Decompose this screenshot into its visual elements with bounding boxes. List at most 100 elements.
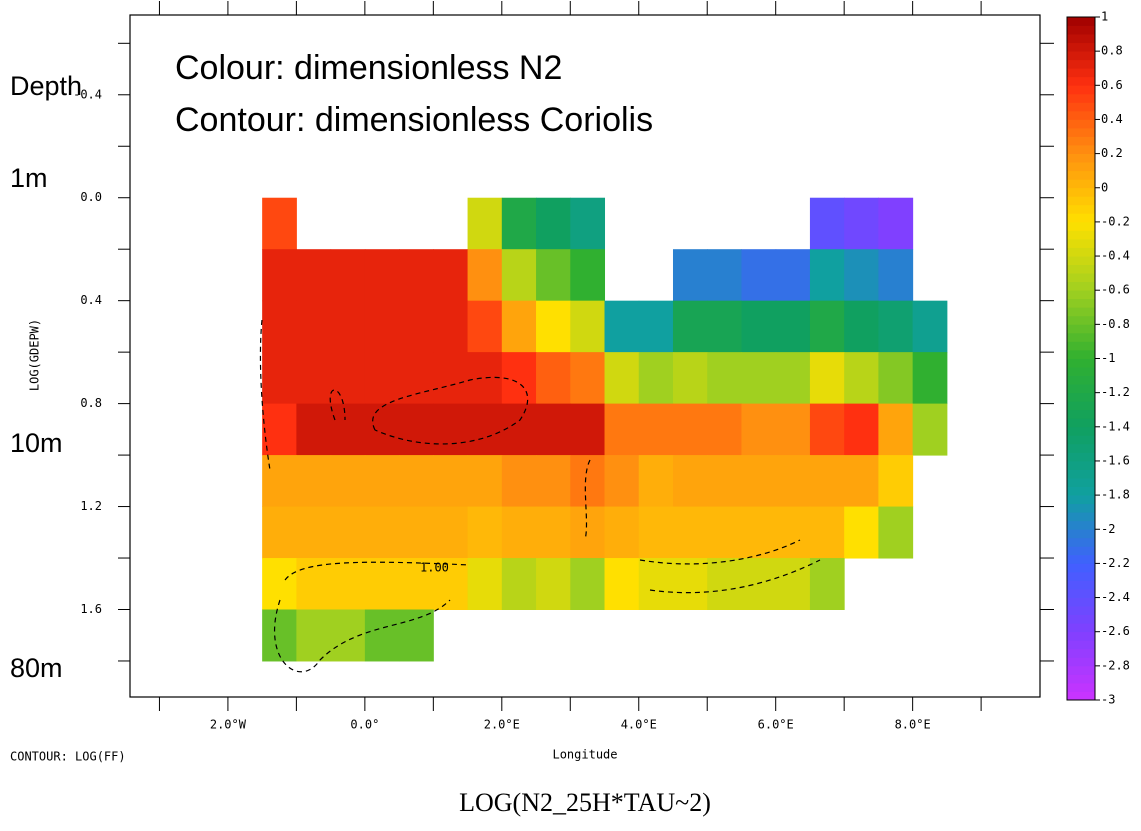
- heat-cell: [844, 403, 879, 456]
- heat-cell: [878, 249, 914, 302]
- heat-cell: [262, 609, 297, 662]
- heat-cell: [775, 455, 811, 508]
- heat-cell: [501, 558, 537, 610]
- heat-cell: [364, 506, 400, 559]
- colorbar-swatch: [1067, 443, 1095, 453]
- heat-cell: [912, 403, 948, 456]
- heat-cell: [707, 558, 742, 610]
- heat-cell: [536, 403, 571, 456]
- heat-cell: [433, 506, 469, 559]
- heat-cell: [433, 558, 469, 610]
- heat-cell: [741, 300, 777, 353]
- heat-cell: [364, 455, 400, 508]
- heat-cell: [296, 403, 332, 456]
- heat-cell: [467, 506, 503, 559]
- colorbar-swatch: [1067, 401, 1095, 411]
- heat-cell: [741, 558, 777, 610]
- colorbar-swatch: [1067, 136, 1095, 146]
- y-axis-label: LOG(GDEPW): [28, 319, 42, 391]
- heat-cell: [399, 609, 434, 662]
- heat-cell: [809, 506, 845, 559]
- annotation: Contour: dimensionless Coriolis: [175, 101, 653, 139]
- x-tick-label: 2.0°E: [484, 718, 520, 732]
- heat-cell: [536, 506, 571, 559]
- colorbar-swatch: [1067, 332, 1095, 342]
- field: [262, 197, 948, 662]
- x-tick-label: 6.0°E: [758, 718, 794, 732]
- heat-cell: [570, 197, 606, 250]
- colorbar-swatch: [1067, 452, 1095, 462]
- colorbar-swatch: [1067, 682, 1095, 692]
- colorbar-swatch: [1067, 563, 1095, 573]
- x-tick-label: 8.0°E: [895, 718, 931, 732]
- heat-cell: [844, 300, 879, 353]
- colorbar-swatch: [1067, 324, 1095, 334]
- colorbar-swatch: [1067, 34, 1095, 44]
- heat-cell: [809, 403, 845, 456]
- colorbar-swatch: [1067, 358, 1095, 368]
- colorbar-swatch: [1067, 290, 1095, 300]
- colorbar-swatch: [1067, 17, 1095, 26]
- colorbar-swatch: [1067, 102, 1095, 112]
- colorbar-swatch: [1067, 247, 1095, 257]
- heat-cell: [399, 300, 434, 353]
- y-tick-label: 0.0: [80, 190, 102, 204]
- x-tick-label: 0.0°: [350, 718, 379, 732]
- heat-cell: [707, 455, 742, 508]
- heat-cell: [570, 403, 606, 456]
- heat-cell: [741, 506, 777, 559]
- heat-cell: [433, 403, 469, 456]
- colorbar-tick-label: -1.6: [1101, 453, 1130, 467]
- heat-cell: [741, 249, 777, 302]
- colorbar-swatch: [1067, 657, 1095, 667]
- heat-cell: [638, 300, 674, 353]
- heat-cell: [330, 249, 366, 302]
- x-tick-label: 2.0°W: [210, 718, 247, 732]
- heat-cell: [399, 558, 434, 610]
- heat-cell: [775, 506, 811, 559]
- heat-cell: [467, 558, 503, 610]
- colorbar-swatch: [1067, 127, 1095, 137]
- heat-cell: [296, 609, 332, 662]
- heat-cell: [570, 352, 606, 405]
- colorbar-swatch: [1067, 68, 1095, 78]
- heat-cell: [501, 352, 537, 405]
- heat-cell: [809, 249, 845, 302]
- colorbar-tick-label: 1: [1101, 10, 1108, 24]
- colorbar-swatch: [1067, 85, 1095, 95]
- heat-cell: [809, 300, 845, 353]
- heat-cell: [501, 249, 537, 302]
- colorbar-swatch: [1067, 691, 1095, 701]
- heat-cell: [296, 249, 332, 302]
- heat-cell: [741, 403, 777, 456]
- heat-cell: [467, 249, 503, 302]
- heat-cell: [844, 352, 879, 405]
- heat-cell: [775, 558, 811, 610]
- colorbar-swatch: [1067, 580, 1095, 590]
- heat-cell: [672, 403, 708, 456]
- y-tick-label: 0.8: [80, 396, 102, 410]
- colorbar-tick-label: -2.2: [1101, 556, 1130, 570]
- heat-cell: [672, 455, 708, 508]
- heat-cell: [399, 352, 434, 405]
- heat-cell: [364, 609, 400, 662]
- colorbar-swatch: [1067, 204, 1095, 214]
- heat-cell: [844, 506, 879, 559]
- heat-cell: [262, 197, 297, 250]
- heat-cell: [536, 249, 571, 302]
- heat-cell: [467, 352, 503, 405]
- colorbar-swatch: [1067, 170, 1095, 180]
- plot-frame: [129, 14, 1041, 698]
- colorbar-tick-label: 0.4: [1101, 112, 1123, 126]
- colorbar-swatch: [1067, 42, 1095, 52]
- heat-cell: [878, 352, 914, 405]
- annotation: 10m: [10, 428, 63, 458]
- heat-cell: [638, 558, 674, 610]
- colorbar-swatch: [1067, 503, 1095, 513]
- colorbar-swatch: [1067, 256, 1095, 265]
- colorbar-swatch: [1067, 281, 1095, 291]
- heat-cell: [399, 506, 434, 559]
- heat-cell: [844, 455, 879, 508]
- heat-cell: [844, 197, 879, 250]
- contour-note: CONTOUR: LOG(FF): [10, 750, 126, 764]
